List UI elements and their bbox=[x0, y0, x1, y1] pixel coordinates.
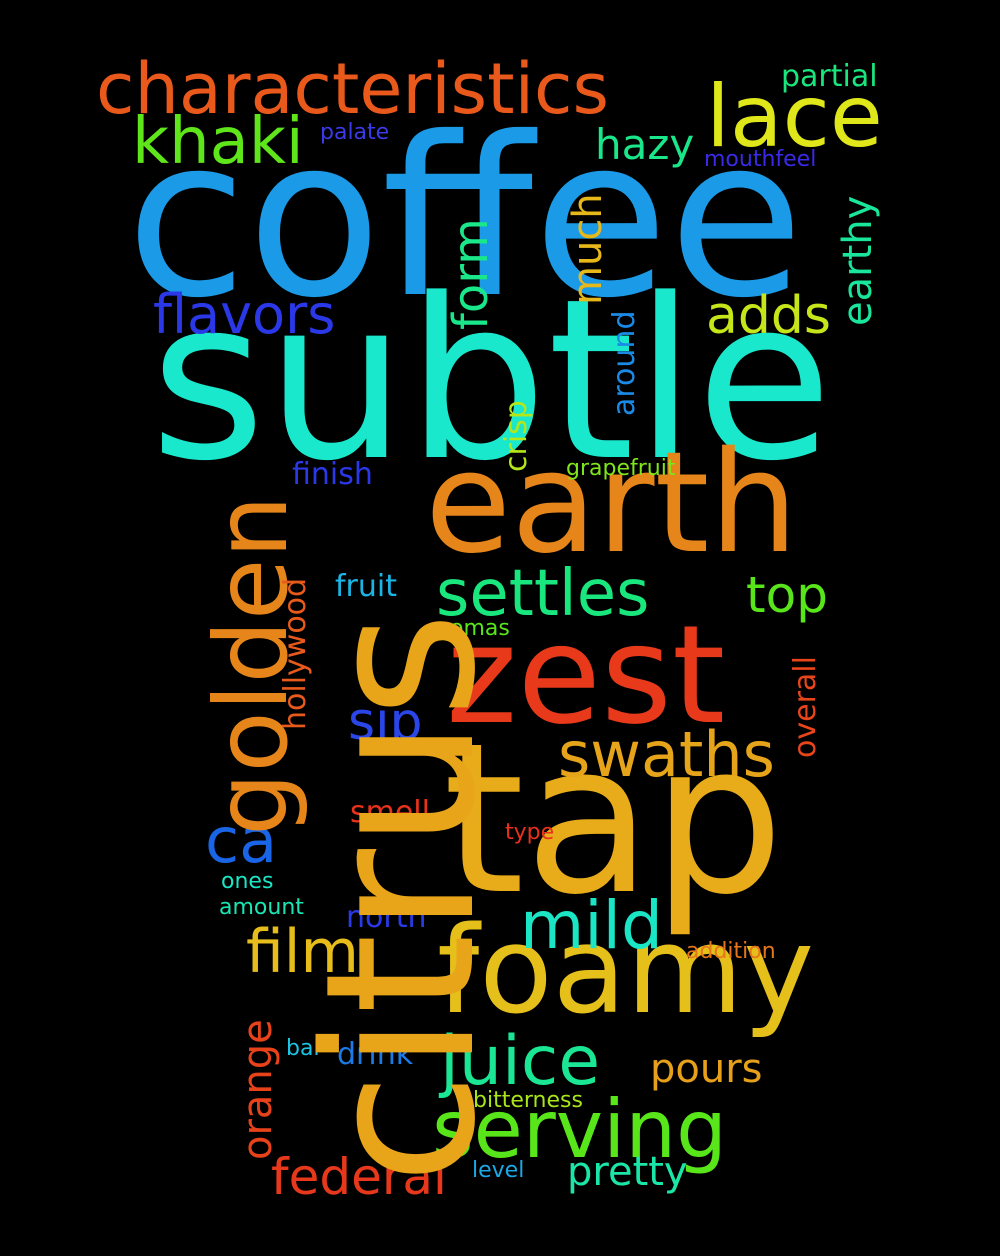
word-juice: juice bbox=[440, 1022, 601, 1101]
word-top: top bbox=[746, 566, 828, 624]
word-settles: settles bbox=[436, 557, 650, 631]
word-federal: federal bbox=[271, 1148, 447, 1206]
word-mild: mild bbox=[520, 887, 663, 964]
word-ones: ones bbox=[221, 869, 274, 894]
word-bar: bar bbox=[286, 1036, 323, 1061]
word-subtle: subtle bbox=[150, 252, 833, 510]
word-aromas: aromas bbox=[428, 616, 510, 641]
word-earth: earth bbox=[425, 422, 799, 585]
word-characteristics: characteristics bbox=[96, 48, 609, 130]
word-palate: palate bbox=[320, 120, 390, 145]
word-type: type bbox=[505, 820, 555, 845]
word-addition: addition bbox=[686, 939, 776, 964]
word-level: level bbox=[472, 1158, 525, 1183]
word-adds: adds bbox=[706, 286, 831, 346]
word-form: form bbox=[443, 218, 499, 330]
word-zest: zest bbox=[446, 597, 726, 755]
word-swaths: swaths bbox=[558, 718, 775, 791]
word-partial: partial bbox=[781, 59, 878, 94]
word-serving: serving bbox=[432, 1083, 727, 1176]
word-fruit: fruit bbox=[335, 569, 398, 604]
word-mouthfeel: mouthfeel bbox=[704, 147, 817, 172]
word-ca: ca bbox=[205, 804, 278, 877]
word-foamy: foamy bbox=[437, 902, 815, 1041]
word-earthy: earthy bbox=[835, 195, 881, 326]
word-pours: pours bbox=[650, 1046, 763, 1092]
word-coffee: coffee bbox=[126, 90, 804, 346]
word-khaki: khaki bbox=[132, 105, 304, 179]
word-around: around bbox=[607, 310, 642, 416]
word-hazy: hazy bbox=[595, 120, 695, 169]
word-tap: tap bbox=[443, 699, 785, 941]
word-overall: overall bbox=[788, 656, 823, 758]
word-hollywood: hollywood bbox=[278, 577, 313, 730]
word-sip: sip bbox=[348, 692, 423, 752]
word-grapefruit: grapefruit bbox=[566, 456, 676, 481]
word-amount: amount bbox=[219, 895, 304, 920]
word-drink: drink bbox=[337, 1037, 414, 1072]
word-flavors: flavors bbox=[153, 283, 336, 346]
word-smell: smell bbox=[350, 795, 430, 830]
word-finish: finish bbox=[292, 457, 373, 492]
word-pretty: pretty bbox=[567, 1149, 688, 1195]
word-lace: lace bbox=[706, 67, 883, 167]
word-film: film bbox=[246, 917, 359, 987]
word-citrus: citrus bbox=[281, 611, 521, 1185]
word-much: much bbox=[565, 193, 611, 305]
word-north: north bbox=[346, 900, 427, 935]
word-bitterness: bitterness bbox=[473, 1088, 583, 1113]
word-orange: orange bbox=[235, 1019, 281, 1160]
word-crisp: crisp bbox=[499, 400, 534, 472]
